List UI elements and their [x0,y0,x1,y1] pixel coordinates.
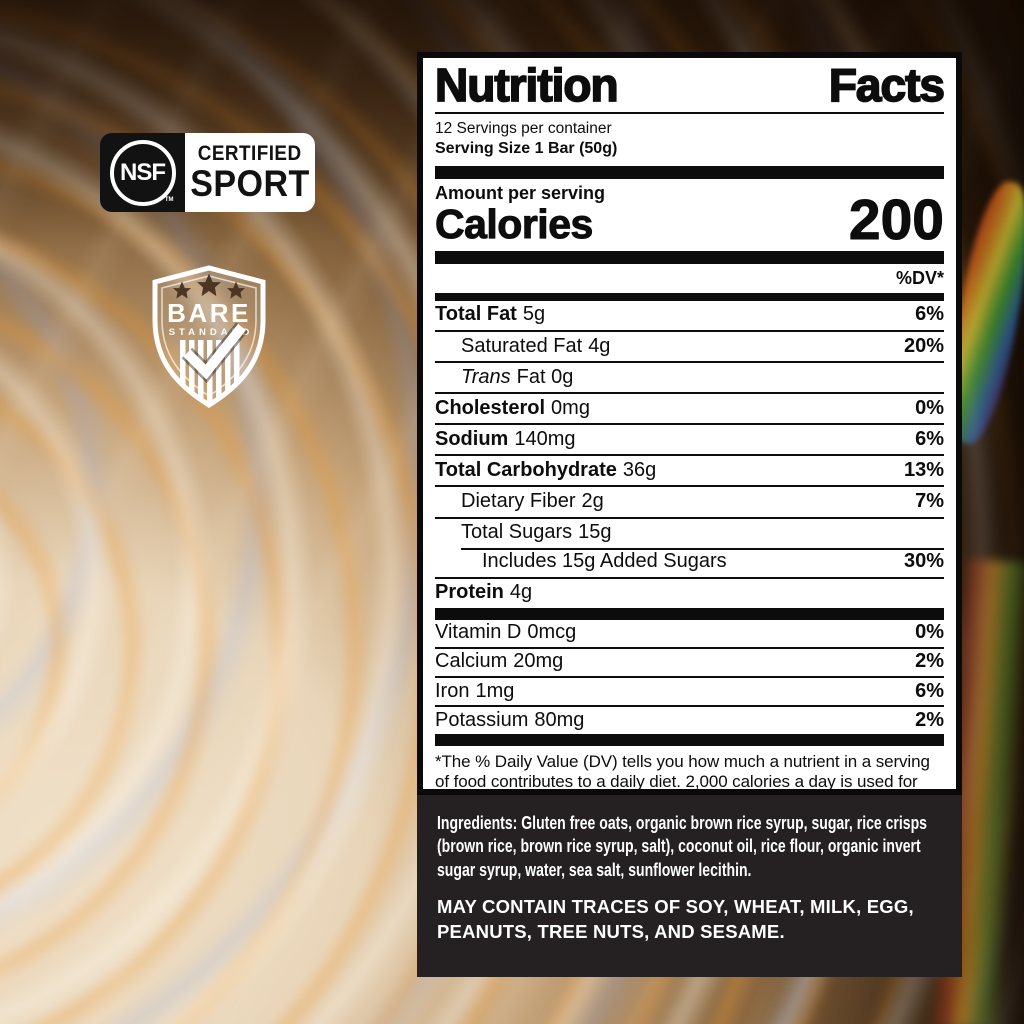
nutrient-row-total-carbohydrate: Total Carbohydrate 36g 13% [435,454,944,485]
nutrient-name: Sodium [435,427,509,450]
vitamin-row-calcium: Calcium 20mg 2% [435,646,944,676]
nutrient-amount: 36g [622,458,657,481]
nutrient-name: Calcium [435,650,508,673]
sport-label: SPORT [190,163,310,204]
nutrient-row-protein: Protein 4g [435,576,944,608]
nutrient-row-cholesterol: Cholesterol 0mg 0% [435,392,944,423]
vitamin-row-iron: Iron 1mg 6% [435,676,944,705]
standard-wordmark: STANDARD [169,327,254,338]
vitamin-row-potassium: Potassium 80mg 2% [435,705,944,734]
certified-label: CERTIFIED [198,142,302,165]
nutrient-amount: 1mg [475,679,515,702]
nutrient-amount: 0mcg [527,621,577,644]
nutrient-row-added-sugars: Includes 15g Added Sugars 30% [435,547,944,577]
nutrient-row-trans-fat: Trans Fat 0g [435,361,944,392]
bare-standard-shield: BARE STANDARD [150,264,268,410]
star-icon [226,281,246,299]
nutrient-name: Trans [461,365,511,388]
nsf-logo-text: NSF [120,158,166,186]
nutrient-row-saturated-fat: Saturated Fat 4g 20% [435,330,944,361]
nutrient-name: Dietary Fiber [461,489,576,512]
title-divider [435,112,944,115]
divider-bar [435,292,944,301]
divider-bar [435,250,944,264]
amount-per-serving: Amount per serving [435,183,606,204]
divider-bar [435,166,944,180]
nsf-badge-right: CERTIFIED SPORT [185,133,315,212]
nutrient-dv: 20% [903,334,944,357]
nutrient-amount: 2g [581,489,604,512]
nsf-badge-left: NSF TM [100,133,186,212]
nutrient-dv: 6% [915,427,944,450]
nutrient-row-dietary-fiber: Dietary Fiber 2g 7% [435,485,944,516]
nutrient-amount: 4g [588,334,611,357]
nutrient-dv: 30% [903,550,944,573]
allergen-statement: MAY CONTAIN TRACES OF SOY, WHEAT, MILK, … [437,896,914,942]
shield-stripes [180,322,248,405]
trademark-symbol: TM [164,196,174,203]
serving-size: Serving Size 1 Bar (50g) [435,140,618,158]
nutrient-dv: 2% [915,650,944,673]
nutrient-name: Includes 15g Added Sugars [482,550,727,573]
star-icon [172,281,192,299]
divider-bar [435,734,944,747]
ingredients-panel: Ingredients: Gluten free oats, organic b… [417,795,962,977]
nutrient-amount: 4g [509,581,533,604]
checkmark-icon [183,323,246,380]
nutrient-amount: 80mg [534,708,585,731]
nutrient-row-total-fat: Total Fat 5g 6% [435,301,944,330]
vitamin-row-vitamin-d: Vitamin D 0mcg 0% [435,620,944,647]
nutrient-dv: 6% [915,679,944,702]
nutrient-name: Total Sugars [461,521,573,544]
calories-row: Amount per serving Calories 200 [434,179,944,252]
ingredients-text: Ingredients: Gluten free oats, organic b… [437,813,927,880]
nutrient-name: Saturated Fat [461,334,583,357]
servings-per-container: 12 Servings per container [435,120,612,138]
nutrient-name: Iron [435,679,470,702]
dv-header: %DV* [895,267,944,288]
shield-graphic: BARE STANDARD [152,265,266,408]
nutrient-amount: 140mg [514,427,576,450]
nsf-certified-sport-badge: NSF TM CERTIFIED SPORT [100,133,315,212]
nutrition-facts-label: Nutrition Facts 12 Servings per containe… [417,52,962,811]
nutrient-row-total-sugars: Total Sugars 15g [435,516,944,548]
nutrient-dv: 7% [915,489,944,512]
nutrient-dv: 13% [903,458,944,481]
nutrient-dv: 0% [915,396,944,419]
nutrient-dv: 0% [915,621,944,644]
star-icon [197,273,221,297]
nutrient-amount: 5g [522,303,546,326]
nutrient-name: Potassium [435,708,529,731]
calories-value: 200 [848,187,944,252]
nutrient-name: Vitamin D [435,621,522,644]
nutrient-name: Total Carbohydrate [435,458,617,481]
nutrient-name: Total Fat [435,303,517,326]
nutrition-facts-title: Nutrition Facts [434,59,946,111]
divider-bar [435,607,944,620]
nutrient-dv: 2% [915,708,944,731]
nutrient-amount: Fat 0g [516,365,574,388]
nutrient-amount: 15g [578,521,612,544]
nsf-logo-circle: NSF TM [109,139,176,206]
nutrient-name: Protein [435,581,504,604]
bare-wordmark: BARE [167,298,251,328]
nutrient-amount: 20mg [513,650,564,673]
nutrient-name: Cholesterol [435,396,546,419]
calories-label: Calories [434,200,593,247]
nutrient-amount: 0mg [551,396,590,419]
nutrient-dv: 6% [915,303,944,326]
nutrient-row-sodium: Sodium 140mg 6% [435,423,944,454]
